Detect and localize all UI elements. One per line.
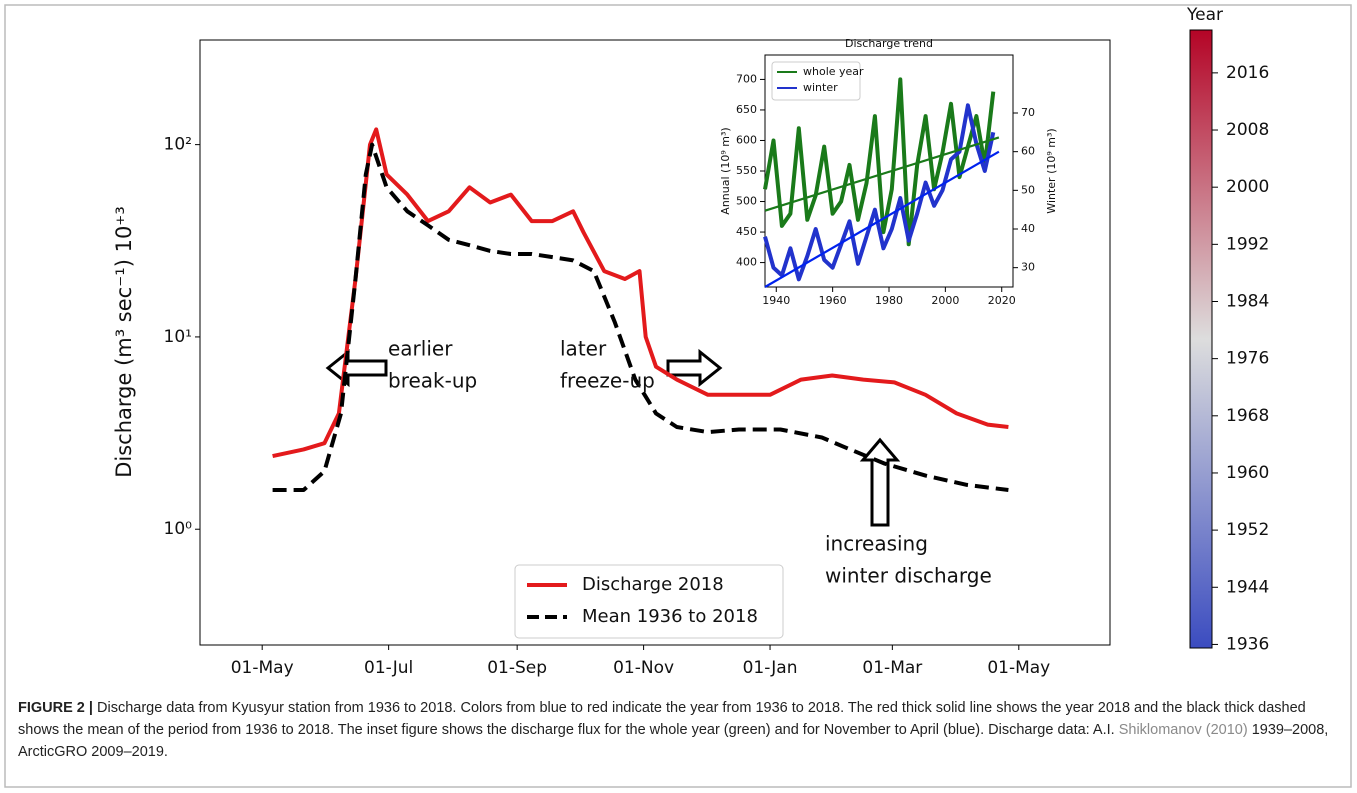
series-line <box>764 150 1000 288</box>
x-tick-label: 01-Mar <box>862 658 922 678</box>
y-tick-label: 550 <box>736 164 757 177</box>
caption: FIGURE 2 | Discharge data from Kyusyur s… <box>18 697 1340 763</box>
x-tick-label: 1960 <box>819 294 847 307</box>
series-line <box>272 142 1009 492</box>
colorbar-tick-label: 1976 <box>1226 349 1269 369</box>
y-tick-label: 500 <box>736 195 757 208</box>
colorbar-tick-label: 2016 <box>1226 63 1269 83</box>
y2-tick-label: 30 <box>1021 261 1035 274</box>
colorbar-tick-label: 1952 <box>1226 520 1269 540</box>
annotation: later <box>560 337 607 361</box>
x-tick-label: 01-Nov <box>613 658 674 678</box>
colorbar-tick-label: 1960 <box>1226 463 1269 483</box>
arrow-left <box>325 348 388 388</box>
x-tick-label: 1980 <box>875 294 903 307</box>
series-line <box>763 103 996 282</box>
legend-box <box>514 564 784 639</box>
colorbar-tick-label: 1968 <box>1226 406 1269 426</box>
x-tick-label: 01-May <box>987 658 1050 678</box>
y-tick-label: 400 <box>736 256 757 269</box>
colorbar-title: Year <box>1186 5 1223 25</box>
inset-legend-label: whole year <box>803 65 864 78</box>
x-tick-label: 01-Sep <box>487 658 547 678</box>
inset-y2label: Winter (10⁹ m³) <box>1045 128 1058 213</box>
legend-label: Discharge 2018 <box>582 574 724 595</box>
colorbar-tick-label: 2008 <box>1226 120 1269 140</box>
arrow-right <box>666 348 723 388</box>
y-axis-label: Discharge (m³ sec⁻¹) 10⁺³ <box>112 206 136 478</box>
y2-tick-label: 60 <box>1021 145 1035 158</box>
y2-tick-label: 70 <box>1021 106 1035 119</box>
annotation: earlier <box>388 337 453 361</box>
y-tick-label: 10¹ <box>164 327 192 347</box>
y-tick-label: 600 <box>736 133 757 146</box>
caption-link[interactable]: Shiklomanov (2010) <box>1118 722 1248 738</box>
arrow-up <box>859 437 901 527</box>
caption-label: FIGURE 2 | <box>18 700 93 716</box>
colorbar-tick-label: 1936 <box>1226 634 1269 654</box>
inset: 1940 1960 1980 2000 2020 400 450 500 550 600 650 70… <box>719 37 1058 307</box>
x-tick-label: 2000 <box>931 294 959 307</box>
annotation: break-up <box>388 369 477 393</box>
y2-tick-label: 40 <box>1021 222 1035 235</box>
colorbar-tick-label: 1984 <box>1226 291 1269 311</box>
caption-tail: 1939–2008, ArcticGRO 2009–2019. <box>18 722 1329 760</box>
annotation: winter discharge <box>825 564 992 588</box>
caption-text: Discharge data from Kyusyur station from… <box>18 700 1306 738</box>
legend-label: Mean 1936 to 2018 <box>582 606 758 627</box>
annotation: increasing <box>825 532 928 556</box>
colorbar-tick-label: 1992 <box>1226 234 1269 254</box>
colorbar <box>1189 29 1213 649</box>
y-tick-label: 700 <box>736 72 757 85</box>
y-tick-label: 10⁰ <box>164 519 193 539</box>
series-line <box>764 136 1000 212</box>
inset-ylabel: Annual (10⁹ m³) <box>719 127 732 214</box>
y2-tick-label: 50 <box>1021 183 1035 196</box>
colorbar-tick-label: 2000 <box>1226 177 1269 197</box>
x-tick-label: 01-May <box>231 658 294 678</box>
series-line <box>272 127 1009 459</box>
colorbar-tick-label: 1944 <box>1226 577 1269 597</box>
x-tick-label: 2020 <box>988 294 1016 307</box>
inset-legend-label: winter <box>803 81 838 94</box>
x-tick-label: 01-Jan <box>743 658 798 678</box>
inset-title: Discharge trend <box>845 37 933 50</box>
plot-frame <box>199 39 1111 646</box>
y-tick-label: 10² <box>164 135 192 155</box>
figure-border <box>4 4 1352 788</box>
y-tick-label: 450 <box>736 225 757 238</box>
annotation: freeze-up <box>560 369 655 393</box>
x-tick-label: 01-Jul <box>364 658 413 678</box>
y-tick-label: 650 <box>736 103 757 116</box>
x-tick-label: 1940 <box>762 294 790 307</box>
